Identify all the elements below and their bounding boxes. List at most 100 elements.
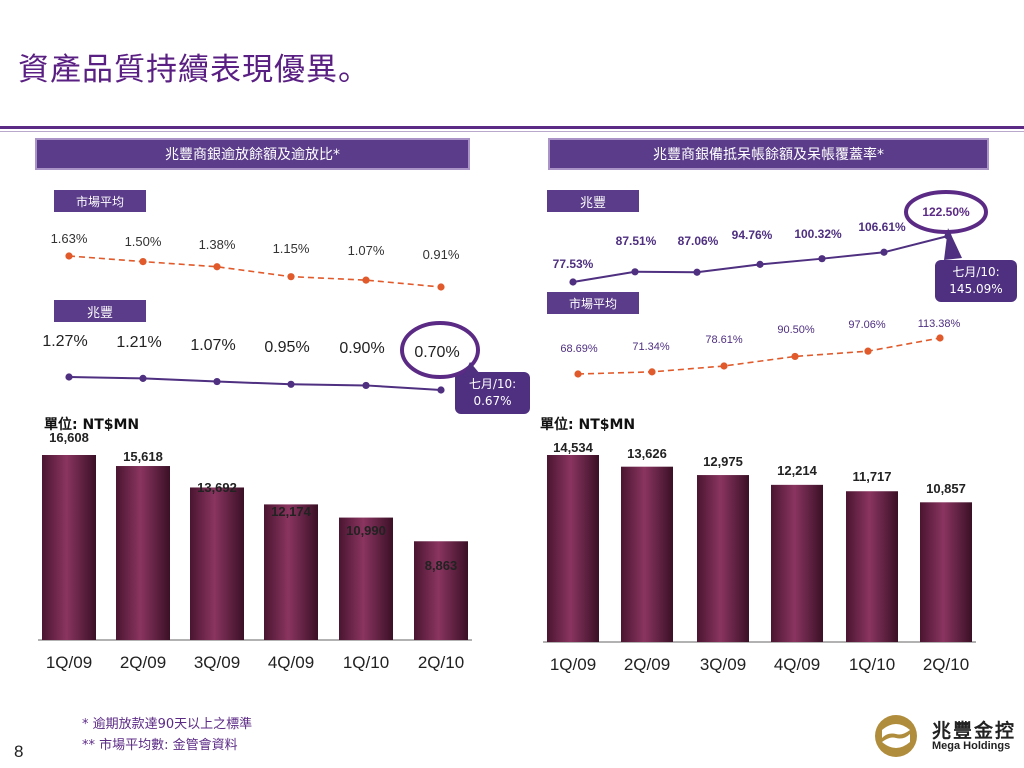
right-bar-label: 12,214 [777, 463, 818, 478]
right-unit-label: 單位: NT$MN [540, 417, 636, 433]
right-market-data-label: 113.38% [918, 318, 961, 330]
left-market-data-label: 1.38% [199, 237, 236, 252]
left-market-data-label: 0.91% [423, 247, 460, 262]
right-market-line [577, 337, 941, 375]
left-market-point [437, 283, 445, 291]
left-mega-point [362, 381, 370, 390]
right-mega-data-label: 87.51% [616, 234, 657, 248]
footnote-1: * 逾期放款達90天以上之標準 [82, 717, 253, 732]
title-divider-thin [0, 131, 1024, 132]
right-mega-point [631, 268, 639, 276]
right-x-tick: 4Q/09 [774, 655, 820, 674]
title-divider [0, 126, 1024, 129]
left-mega-point [437, 386, 445, 394]
left-unit-label: 單位: NT$MN [44, 417, 140, 433]
right-mega-point [569, 278, 577, 286]
right-bar [697, 475, 749, 642]
right-x-tick: 2Q/09 [624, 655, 670, 674]
left-mega-point [287, 380, 295, 388]
page-number: 8 [14, 742, 24, 761]
right-market-data-label: 97.06% [848, 319, 886, 331]
right-bar [547, 455, 599, 642]
left-callout-line1: 七月/10: [468, 377, 517, 391]
right-highlight-circle [904, 190, 988, 234]
right-callout: 七月/10: 145.09% [935, 260, 1017, 302]
left-bar-label: 8,863 [425, 558, 458, 573]
left-market-data-label: 1.15% [273, 241, 310, 256]
right-market-point [791, 352, 799, 361]
left-panel-header: 兆豐商銀逾放餘額及逾放比* [35, 138, 470, 170]
left-bar-label: 10,990 [346, 523, 386, 538]
right-market-point [864, 347, 872, 355]
left-x-tick: 1Q/09 [46, 653, 92, 672]
right-x-tick: 1Q/09 [550, 655, 596, 674]
left-x-tick: 4Q/09 [268, 653, 314, 672]
left-market-point [362, 276, 370, 284]
left-bar [190, 487, 244, 640]
right-market-point [720, 362, 728, 370]
footnote-2: ** 市場平均數: 金管會資料 [82, 738, 238, 753]
right-callout-pointer [944, 228, 962, 260]
left-market-data-label: 1.07% [348, 243, 385, 258]
left-x-tick: 3Q/09 [194, 653, 240, 672]
right-bar-label: 12,975 [703, 454, 743, 469]
right-market-data-label: 78.61% [705, 334, 743, 346]
right-bar-label: 13,626 [627, 446, 667, 461]
left-mega-tag: 兆豐 [54, 300, 146, 322]
right-bar [846, 491, 898, 642]
right-mega-point [693, 268, 701, 276]
left-bar-label: 16,608 [49, 430, 89, 445]
right-mega-point [880, 248, 888, 256]
left-bar [42, 455, 96, 640]
right-mega-point [818, 255, 826, 263]
right-market-point [574, 370, 582, 378]
left-market-point [213, 263, 221, 271]
left-market-point [287, 273, 295, 281]
left-mega-data-label: 0.90% [339, 340, 384, 357]
left-mega-data-label: 0.95% [264, 339, 309, 356]
left-x-tick: 1Q/10 [343, 653, 389, 672]
left-x-tick: 2Q/09 [120, 653, 166, 672]
right-mega-data-label: 100.32% [794, 227, 842, 241]
left-market-point [65, 252, 73, 260]
left-bar [339, 517, 393, 640]
left-mega-data-label: 0.70% [414, 344, 459, 361]
right-mega-data-label: 122.50% [922, 205, 970, 219]
left-callout: 七月/10: 0.67% [455, 372, 530, 414]
right-mega-data-label: 106.61% [858, 220, 906, 234]
right-mega-data-label: 87.06% [678, 234, 719, 248]
left-callout-pointer [462, 362, 480, 378]
right-bar-label: 14,534 [553, 440, 594, 455]
right-callout-line1: 七月/10: [952, 265, 1000, 279]
right-callout-line2: 145.09% [949, 282, 1003, 296]
right-market-data-label: 68.69% [560, 343, 598, 355]
right-panel-header: 兆豐商銀備抵呆帳餘額及呆帳覆蓋率* [548, 138, 989, 170]
left-market-data-label: 1.50% [125, 234, 162, 249]
left-bar-label: 15,618 [123, 449, 163, 464]
left-bar-label: 13,692 [197, 480, 237, 495]
left-callout-line2: 0.67% [473, 394, 512, 408]
logo-chinese-text: 兆豐金控 [932, 720, 1017, 742]
right-x-tick: 3Q/09 [700, 655, 746, 674]
left-bar [116, 466, 170, 640]
right-mega-point [756, 260, 764, 268]
left-mega-point [65, 373, 73, 381]
right-bar-label: 10,857 [926, 481, 966, 496]
left-bar [414, 541, 468, 640]
left-mega-point [213, 377, 221, 386]
right-market-point [648, 368, 656, 376]
right-x-tick: 2Q/10 [923, 655, 969, 674]
left-mega-point [139, 374, 147, 382]
left-bar [264, 504, 318, 640]
right-market-data-label: 71.34% [632, 341, 670, 353]
left-x-tick: 2Q/10 [418, 653, 464, 672]
right-mega-data-label: 77.53% [553, 257, 594, 271]
left-mega-data-label: 1.27% [42, 333, 87, 350]
page-title: 資產品質持續表現優異。 [18, 52, 370, 88]
right-market-tag: 市場平均 [547, 292, 639, 314]
left-highlight-circle [400, 321, 480, 379]
right-mega-data-label: 94.76% [732, 228, 773, 242]
left-market-tag: 市場平均 [54, 190, 146, 212]
right-market-point [936, 334, 944, 342]
